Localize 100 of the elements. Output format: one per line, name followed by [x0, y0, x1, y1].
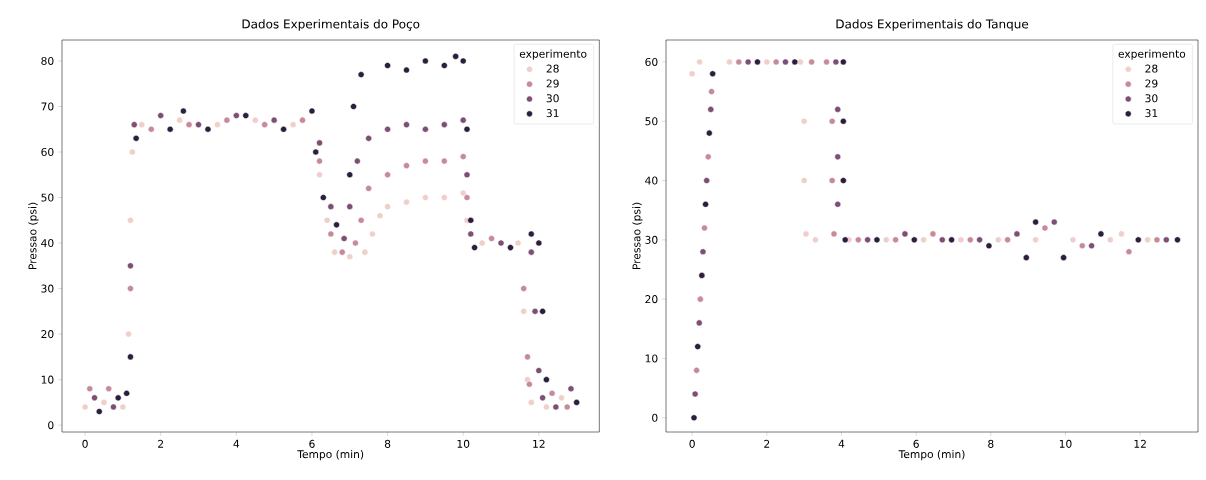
- point: [688, 70, 696, 78]
- point: [403, 121, 410, 129]
- point: [797, 58, 804, 66]
- point: [422, 125, 429, 133]
- point: [352, 239, 359, 247]
- point: [920, 236, 927, 244]
- point: [802, 230, 810, 238]
- point: [403, 66, 410, 74]
- point: [340, 235, 348, 242]
- x-tick-label: 2: [764, 439, 770, 448]
- point: [873, 236, 881, 244]
- point: [365, 185, 373, 192]
- point: [467, 216, 475, 224]
- point: [567, 385, 575, 393]
- point: [830, 230, 838, 238]
- point: [316, 171, 323, 179]
- point: [702, 200, 709, 208]
- legend-title: experimento: [1118, 49, 1186, 60]
- point: [316, 139, 323, 147]
- point: [488, 235, 495, 242]
- point: [147, 125, 155, 133]
- point: [463, 125, 471, 133]
- point: [478, 239, 486, 247]
- point: [81, 403, 89, 411]
- point: [176, 116, 183, 124]
- point: [403, 162, 410, 169]
- point: [280, 125, 287, 133]
- y-tick-label: 50: [41, 193, 54, 202]
- point: [782, 58, 789, 66]
- point: [1125, 248, 1133, 256]
- x-tick-label: 12: [533, 439, 545, 448]
- point: [138, 121, 146, 129]
- x-tick-label: 8: [988, 439, 994, 448]
- x-tick-label: 8: [384, 439, 391, 448]
- point: [127, 216, 134, 224]
- point: [1050, 218, 1058, 226]
- point: [452, 53, 459, 60]
- y-tick-label: 30: [645, 235, 658, 244]
- point: [507, 244, 514, 251]
- y-tick-label: 20: [41, 330, 54, 339]
- point: [754, 58, 761, 66]
- point: [319, 194, 327, 201]
- point: [357, 71, 365, 78]
- point: [132, 135, 140, 142]
- legend-label: 28: [1145, 64, 1158, 73]
- legend-label: 31: [1145, 109, 1158, 118]
- point: [524, 353, 531, 361]
- point: [316, 157, 323, 165]
- y-tick-label: 0: [48, 421, 54, 430]
- point: [440, 194, 448, 201]
- point: [840, 117, 847, 125]
- point: [1153, 236, 1161, 244]
- point: [270, 116, 278, 124]
- x-axis-title: Tempo (min): [297, 449, 364, 461]
- point: [520, 285, 528, 292]
- point: [346, 171, 354, 179]
- y-tick-label: 50: [645, 117, 658, 126]
- x-tick-label: 4: [838, 439, 845, 448]
- y-axis-title: Pressao (psi): [28, 202, 39, 270]
- point: [985, 242, 993, 250]
- legend-label: 31: [546, 109, 559, 118]
- y-tick-label: 30: [41, 284, 54, 293]
- point: [223, 116, 231, 124]
- x-axis-title: Tempo (min): [898, 449, 965, 461]
- point: [882, 236, 890, 244]
- y-tick-label: 0: [652, 413, 658, 422]
- point: [333, 221, 340, 229]
- point: [744, 58, 752, 66]
- point: [828, 177, 836, 184]
- point: [834, 106, 842, 113]
- point: [696, 58, 703, 66]
- point: [1013, 230, 1021, 238]
- point: [539, 308, 546, 315]
- point: [708, 88, 715, 95]
- y-tick-label: 80: [41, 56, 54, 65]
- point: [127, 285, 134, 292]
- point: [180, 107, 187, 115]
- legend-label: 30: [1145, 94, 1158, 103]
- point: [823, 58, 830, 66]
- point: [812, 236, 819, 244]
- point: [289, 121, 297, 129]
- point: [938, 236, 946, 244]
- point: [535, 239, 543, 247]
- point: [697, 295, 704, 303]
- point: [573, 399, 580, 406]
- point: [726, 58, 733, 66]
- point: [361, 248, 369, 256]
- point: [535, 367, 543, 374]
- point: [1174, 236, 1181, 244]
- point: [308, 107, 316, 115]
- point: [166, 125, 174, 133]
- point: [840, 58, 847, 66]
- point: [1134, 236, 1142, 244]
- x-tick-label: 12: [1134, 439, 1146, 448]
- legend-label: 29: [546, 79, 559, 88]
- point: [910, 236, 918, 244]
- point: [531, 308, 539, 315]
- point: [832, 58, 840, 66]
- point: [548, 389, 556, 397]
- point: [422, 57, 429, 65]
